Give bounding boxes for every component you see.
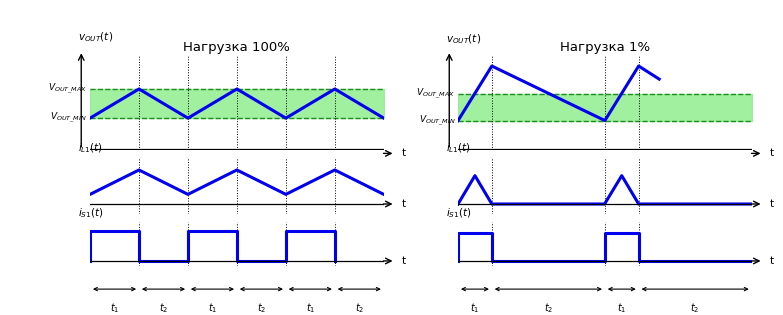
- Text: $i_{S1}(t)$: $i_{S1}(t)$: [78, 206, 104, 220]
- Text: $i_{L1}(t)$: $i_{L1}(t)$: [78, 141, 103, 155]
- Text: $t_1$: $t_1$: [617, 301, 626, 315]
- Text: t: t: [402, 256, 406, 266]
- Text: $t_1$: $t_1$: [207, 301, 217, 315]
- Text: $i_{S1}(t)$: $i_{S1}(t)$: [446, 206, 472, 220]
- Text: t: t: [402, 199, 406, 209]
- Title: Нагрузка 1%: Нагрузка 1%: [560, 41, 650, 54]
- Text: $i_{L1}(t)$: $i_{L1}(t)$: [446, 141, 471, 155]
- Text: t: t: [769, 256, 774, 266]
- Text: t: t: [769, 148, 774, 158]
- Text: t: t: [769, 199, 774, 209]
- Title: Нагрузка 100%: Нагрузка 100%: [183, 41, 290, 54]
- Text: $t_2$: $t_2$: [355, 301, 364, 315]
- Text: $t_2$: $t_2$: [691, 301, 700, 315]
- Text: $t_2$: $t_2$: [543, 301, 553, 315]
- Text: $V_{OUT\_MIN}$: $V_{OUT\_MIN}$: [50, 111, 87, 125]
- Text: $t_2$: $t_2$: [159, 301, 168, 315]
- Text: $t_1$: $t_1$: [305, 301, 315, 315]
- Text: $V_{OUT\_MAX}$: $V_{OUT\_MAX}$: [416, 86, 455, 101]
- Text: $t_2$: $t_2$: [257, 301, 266, 315]
- Text: $v_{OUT}(t)$: $v_{OUT}(t)$: [446, 32, 482, 46]
- Text: $t_1$: $t_1$: [110, 301, 119, 315]
- Text: $V_{OUT\_MAX}$: $V_{OUT\_MAX}$: [48, 82, 87, 96]
- Text: $V_{OUT\_MIN}$: $V_{OUT\_MIN}$: [418, 113, 455, 128]
- Text: $t_1$: $t_1$: [471, 301, 480, 315]
- Text: $v_{OUT}(t)$: $v_{OUT}(t)$: [78, 30, 114, 44]
- Text: t: t: [402, 148, 406, 158]
